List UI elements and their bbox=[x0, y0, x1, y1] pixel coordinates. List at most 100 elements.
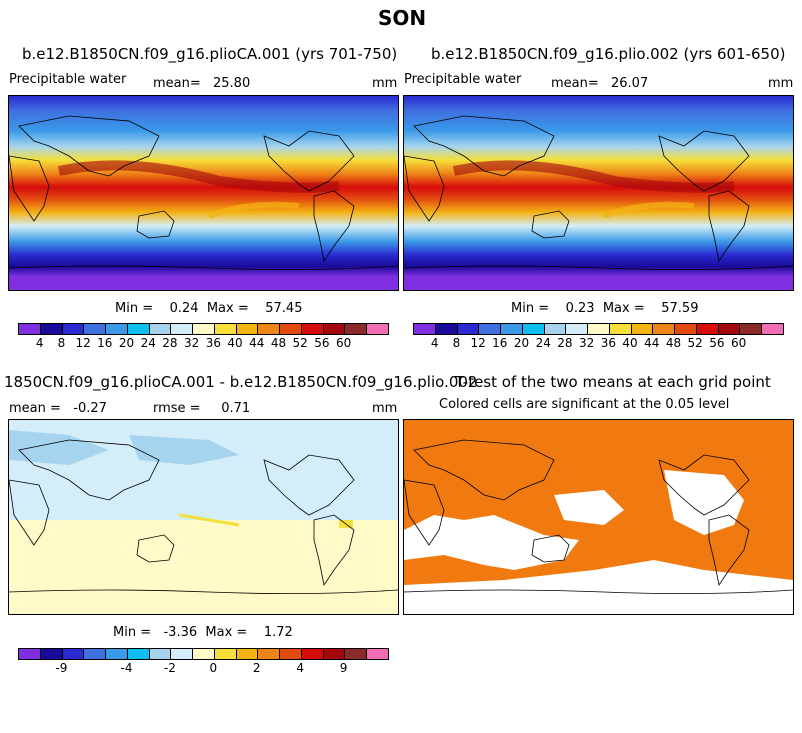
colorbar-swatch bbox=[19, 649, 41, 659]
colorbar-tick-label: 4 bbox=[35, 336, 44, 350]
colorbar-swatch bbox=[457, 324, 480, 334]
colorbar-swatch bbox=[40, 649, 63, 659]
map-top-right bbox=[403, 95, 794, 291]
colorbar-swatch bbox=[106, 649, 128, 659]
colorbar-tick-label: 56 bbox=[314, 336, 330, 350]
colorbar-swatch bbox=[367, 324, 389, 334]
colorbar-tick-label: 36 bbox=[205, 336, 221, 350]
precipitable-water-map bbox=[9, 96, 398, 290]
colorbar-swatch bbox=[609, 324, 632, 334]
units-top-left: mm bbox=[372, 76, 398, 91]
map-top-left bbox=[8, 95, 399, 291]
colorbar-swatch bbox=[323, 324, 346, 334]
colorbar-tick-label: 32 bbox=[579, 336, 595, 350]
precipitable-water-map bbox=[404, 96, 793, 290]
panel-title-bottom-left: 1850CN.f09_g16.plioCA.001 - b.e12.B1850C… bbox=[4, 373, 478, 391]
colorbar-swatch bbox=[414, 324, 436, 334]
colorbar-swatch bbox=[62, 649, 85, 659]
colorbar-swatch bbox=[62, 324, 85, 334]
panel-title-top-right: b.e12.B1850CN.f09_g16.plio.002 (yrs 601-… bbox=[431, 45, 786, 63]
colorbar-swatch bbox=[106, 324, 128, 334]
colorbar-swatch bbox=[193, 324, 215, 334]
colorbar-tick-label: 40 bbox=[227, 336, 243, 350]
colorbar-tick-label: 8 bbox=[57, 336, 66, 350]
mean-text-bottom-left: mean = -0.27 bbox=[9, 401, 107, 416]
minmax-bottom-left: Min = -3.36 Max = 1.72 bbox=[113, 625, 293, 640]
colorbar-swatch bbox=[653, 324, 676, 334]
colorbar-swatch bbox=[280, 324, 302, 334]
colorbar-tick-label: -4 bbox=[120, 661, 133, 675]
colorbar-tick-label: 52 bbox=[687, 336, 703, 350]
colorbar-swatch bbox=[696, 324, 719, 334]
colorbar-swatch bbox=[84, 649, 107, 659]
colorbar-tick-label: 36 bbox=[600, 336, 616, 350]
colorbar-swatch bbox=[479, 324, 502, 334]
ttest-significance-map bbox=[404, 420, 793, 614]
colorbar-swatch bbox=[566, 324, 589, 334]
colorbar-swatch bbox=[740, 324, 763, 334]
colorbar-ticks-bottom-left: -9 -4 -2 0 2 4 9 bbox=[18, 661, 387, 675]
minmax-top-left: Min = 0.24 Max = 57.45 bbox=[115, 301, 303, 316]
colorbar-swatch bbox=[214, 324, 237, 334]
colorbar-tick-label: -2 bbox=[163, 661, 176, 675]
mean-value-top-left: 25.80 bbox=[213, 76, 251, 91]
variable-label-top-right: Precipitable water bbox=[404, 72, 522, 87]
colorbar-swatch bbox=[345, 324, 368, 334]
colorbar-swatch bbox=[301, 324, 324, 334]
colorbar-swatch bbox=[588, 324, 610, 334]
map-bottom-left bbox=[8, 419, 399, 615]
colorbar-tick-label: 0 bbox=[209, 661, 218, 675]
colorbar-tick-label: 4 bbox=[430, 336, 439, 350]
colorbar-swatch bbox=[193, 649, 215, 659]
colorbar-swatch bbox=[345, 649, 368, 659]
colorbar-swatch bbox=[258, 324, 281, 334]
difference-map bbox=[9, 420, 398, 614]
units-bottom-left: mm bbox=[372, 401, 398, 416]
colorbar-tick-label: 44 bbox=[644, 336, 660, 350]
mean-label-top-left: mean= bbox=[153, 76, 201, 91]
minmax-top-right: Min = 0.23 Max = 57.59 bbox=[511, 301, 699, 316]
colorbar-swatch bbox=[127, 649, 150, 659]
colorbar-tick-label: -9 bbox=[55, 661, 68, 675]
colorbar-swatch bbox=[501, 324, 523, 334]
colorbar-swatch bbox=[40, 324, 63, 334]
colorbar-tick-label: 52 bbox=[292, 336, 308, 350]
rmse-text-bottom-left: rmse = 0.71 bbox=[153, 401, 251, 416]
map-bottom-right bbox=[403, 419, 794, 615]
colorbar-tick-label: 16 bbox=[97, 336, 113, 350]
colorbar-tick-label: 16 bbox=[492, 336, 508, 350]
colorbar-ticks-top-right: 4 8 12 16 20 24 28 32 36 40 44 48 52 56 60 bbox=[413, 336, 782, 350]
colorbar-swatch bbox=[718, 324, 741, 334]
colorbar-swatch bbox=[675, 324, 697, 334]
colorbar-swatch bbox=[149, 649, 172, 659]
colorbar-swatch bbox=[127, 324, 150, 334]
colorbar-tick-label: 60 bbox=[335, 336, 352, 350]
colorbar-tick-label: 24 bbox=[535, 336, 551, 350]
colorbar-tick-label: 48 bbox=[270, 336, 287, 350]
colorbar-tick-label: 32 bbox=[184, 336, 200, 350]
colorbar-tick-label: 24 bbox=[140, 336, 156, 350]
panel-title-bottom-right: T-test of the two means at each grid poi… bbox=[455, 373, 771, 391]
colorbar-swatch bbox=[19, 324, 41, 334]
colorbar-swatch bbox=[149, 324, 172, 334]
colorbar-swatch bbox=[301, 649, 324, 659]
mean-label-top-right: mean= bbox=[551, 76, 599, 91]
colorbar-swatch bbox=[323, 649, 346, 659]
colorbar-top-left bbox=[18, 323, 389, 335]
colorbar-swatch bbox=[236, 649, 259, 659]
colorbar-swatch bbox=[84, 324, 107, 334]
colorbar-swatch bbox=[236, 324, 259, 334]
colorbar-tick-label: 12 bbox=[75, 336, 91, 350]
colorbar-swatch bbox=[435, 324, 458, 334]
colorbar-tick-label: 44 bbox=[249, 336, 265, 350]
figure-title: SON bbox=[378, 6, 427, 30]
colorbar-top-right bbox=[413, 323, 784, 335]
colorbar-swatch bbox=[522, 324, 545, 334]
colorbar-tick-label: 28 bbox=[162, 336, 178, 350]
colorbar-tick-label: 12 bbox=[470, 336, 486, 350]
colorbar-tick-label: 48 bbox=[665, 336, 682, 350]
mean-value-top-right: 26.07 bbox=[611, 76, 649, 91]
colorbar-tick-label: 20 bbox=[513, 336, 530, 350]
colorbar-tick-label: 8 bbox=[452, 336, 461, 350]
variable-label-top-left: Precipitable water bbox=[9, 72, 127, 87]
